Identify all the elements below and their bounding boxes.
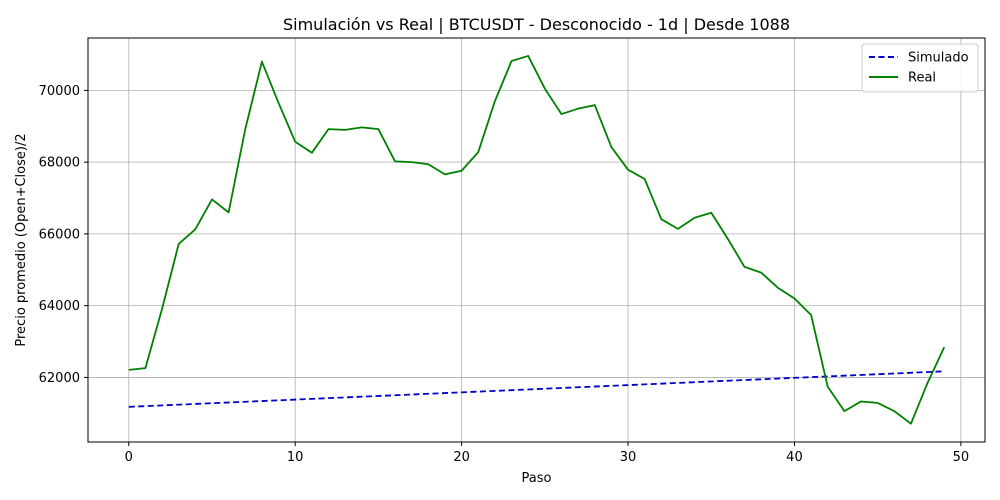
y-tick-label: 68000 bbox=[39, 156, 80, 171]
legend-label-real: Real bbox=[908, 71, 936, 86]
x-axis-ticks: 0 10 20 30 40 50 bbox=[125, 442, 970, 465]
grid bbox=[88, 38, 985, 442]
y-tick-label: 64000 bbox=[39, 299, 80, 314]
x-tick-label: 20 bbox=[453, 450, 470, 465]
series-layer bbox=[128, 55, 946, 425]
x-tick-label: 40 bbox=[786, 450, 803, 465]
plot-background bbox=[88, 38, 985, 442]
legend: Simulado Real bbox=[861, 43, 979, 93]
legend-label-simulado: Simulado bbox=[908, 51, 969, 66]
y-axis-ticks: 62000 64000 66000 68000 70000 bbox=[39, 84, 88, 386]
plot-frame bbox=[87, 37, 986, 443]
chart-title: Simulación vs Real | BTCUSDT - Desconoci… bbox=[283, 15, 790, 34]
x-tick-label: 10 bbox=[287, 450, 304, 465]
y-tick-label: 62000 bbox=[39, 371, 80, 386]
y-tick-label: 70000 bbox=[39, 84, 80, 99]
y-axis-label: Precio promedio (Open+Close)/2 bbox=[14, 133, 29, 346]
series-line-real bbox=[128, 55, 946, 425]
x-tick-label: 30 bbox=[620, 450, 637, 465]
x-tick-label: 0 bbox=[125, 450, 133, 465]
x-axis-label: Paso bbox=[522, 471, 552, 486]
series-line-simulado bbox=[128, 370, 945, 408]
y-tick-label: 66000 bbox=[39, 227, 80, 242]
x-tick-label: 50 bbox=[953, 450, 970, 465]
